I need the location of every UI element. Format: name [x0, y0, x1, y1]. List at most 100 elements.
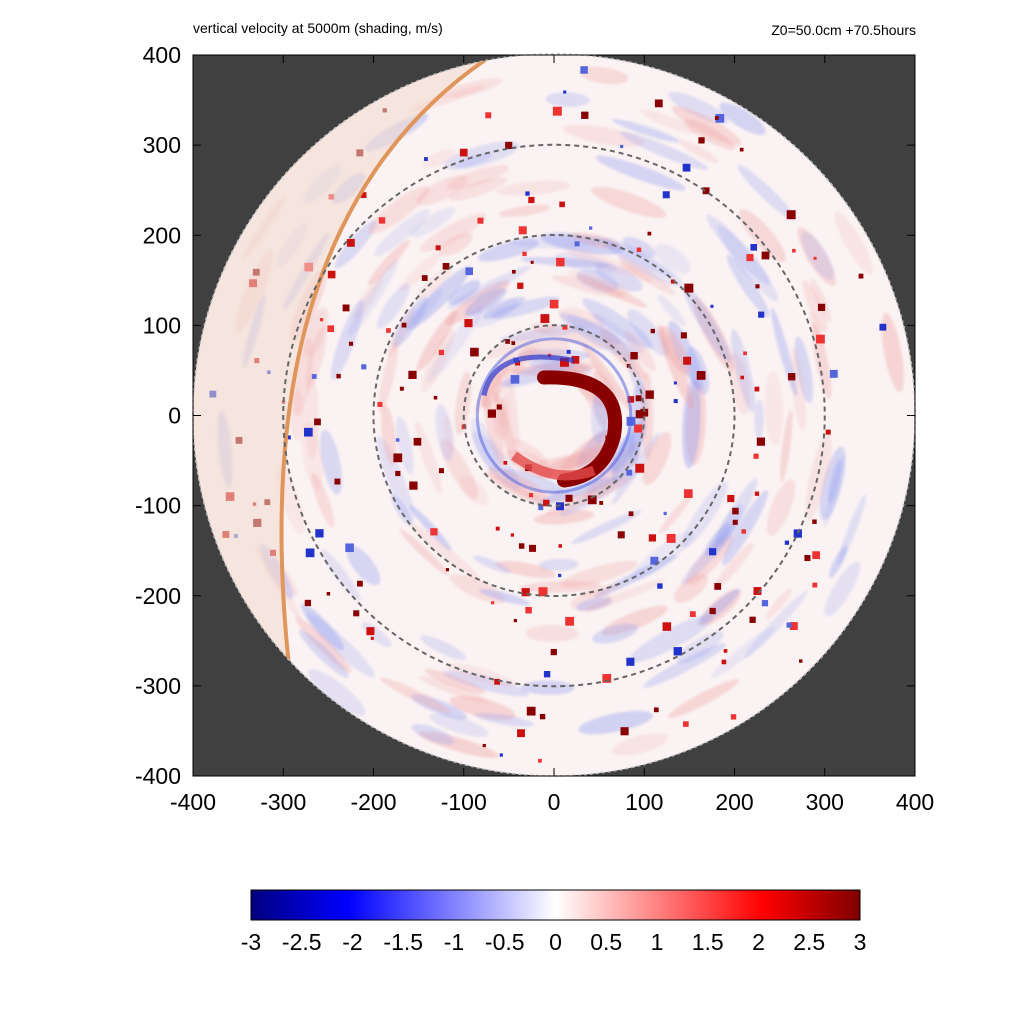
convective-cell — [303, 427, 313, 437]
texture-band — [380, 677, 451, 714]
convective-cell — [626, 657, 635, 666]
convective-cell — [566, 349, 571, 354]
convective-cell — [657, 583, 663, 589]
texture-band — [711, 478, 758, 558]
colorbar-tick-label: -0.5 — [485, 929, 525, 955]
convective-cell — [750, 243, 758, 251]
texture-band — [657, 294, 686, 327]
colorbar-tick-label: 0 — [549, 929, 562, 955]
texture-band — [581, 342, 633, 412]
texture-band — [498, 204, 551, 217]
texture-band — [562, 124, 645, 147]
convective-cell — [732, 507, 739, 515]
convective-cell — [395, 470, 401, 477]
convective-cell — [525, 606, 532, 614]
convective-cell — [539, 713, 546, 720]
texture-band — [628, 614, 714, 663]
convective-cell — [386, 328, 391, 333]
convective-cell — [730, 714, 737, 720]
texture-band — [744, 590, 809, 659]
texture-band — [496, 180, 571, 196]
convective-cell — [741, 529, 746, 534]
y-tick-label: 100 — [143, 312, 181, 338]
convective-cell — [346, 238, 355, 247]
convective-cell — [817, 303, 826, 311]
texture-band — [520, 256, 610, 268]
y-tick-label: 400 — [143, 42, 181, 68]
convective-cell — [574, 241, 580, 247]
convective-cell — [543, 671, 551, 678]
convective-cell — [465, 267, 474, 276]
texture-band — [416, 175, 468, 206]
colorbar-tick-label: 2.5 — [793, 929, 825, 955]
colorbar-tick-label: -2.5 — [282, 929, 322, 955]
texture-band — [737, 164, 796, 221]
texture-band — [697, 588, 740, 626]
texture-band — [674, 573, 709, 603]
convective-cell — [556, 257, 565, 267]
texture-band — [667, 91, 729, 124]
convective-cell — [538, 505, 544, 511]
convective-cell — [682, 163, 691, 172]
convective-cell — [438, 468, 444, 474]
texture-band — [824, 561, 861, 617]
convective-cell — [749, 616, 756, 623]
texture-band — [765, 587, 793, 620]
convective-cell — [812, 582, 818, 588]
convective-cell — [698, 137, 705, 144]
y-tick-label: 200 — [143, 222, 181, 248]
convective-cell — [663, 511, 667, 516]
convective-cell — [517, 729, 525, 738]
convective-cell — [494, 678, 501, 685]
convective-cell — [559, 201, 565, 208]
texture-band — [578, 66, 629, 84]
convective-cell — [702, 187, 710, 195]
convective-cell — [753, 453, 759, 459]
texture-band — [764, 370, 783, 446]
texture-band — [301, 421, 323, 491]
texture-band — [627, 309, 670, 357]
convective-cell — [518, 543, 525, 549]
convective-cell — [304, 599, 312, 607]
texture-band — [682, 284, 732, 363]
convective-cell — [540, 314, 550, 323]
convective-cell — [496, 404, 502, 410]
convective-cell — [710, 304, 714, 308]
texture-band — [537, 477, 618, 505]
colorbar — [250, 889, 861, 921]
convective-cell — [314, 418, 321, 426]
convective-cell — [723, 649, 728, 653]
convective-cell — [571, 356, 580, 364]
texture-band — [392, 296, 428, 348]
convective-cell — [754, 386, 760, 392]
texture-band — [308, 669, 366, 716]
texture-band — [578, 710, 653, 735]
texture-band — [754, 399, 764, 440]
convective-cell — [746, 254, 754, 262]
texture-band — [611, 733, 669, 756]
colorbar-tick-label: -1.5 — [383, 929, 423, 955]
texture-band — [642, 431, 672, 486]
convective-cell — [673, 647, 682, 656]
convective-cell — [529, 544, 537, 552]
convective-cell — [709, 607, 716, 615]
y-tick-label: -100 — [135, 493, 181, 519]
texture-band — [671, 106, 742, 146]
texture-band — [473, 555, 512, 574]
texture-band — [591, 186, 667, 218]
convective-cell — [421, 275, 428, 281]
convective-cell — [784, 540, 790, 545]
convective-cell — [334, 478, 341, 485]
texture-band — [640, 109, 697, 134]
convective-cell — [517, 282, 524, 289]
convective-cell — [470, 347, 479, 357]
convective-cell — [348, 341, 354, 346]
convective-cell — [395, 438, 400, 442]
convective-cell — [813, 256, 817, 260]
texture-band — [390, 494, 413, 526]
convective-cell — [514, 360, 521, 366]
convective-cell — [528, 493, 534, 498]
texture-band — [479, 589, 531, 606]
convective-cell — [558, 573, 562, 578]
eyewall-blue-ring — [475, 337, 633, 494]
